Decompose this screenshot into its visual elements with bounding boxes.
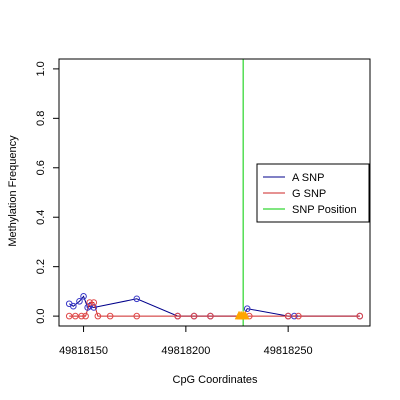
y-axis-label: Methylation Frequency	[7, 135, 19, 247]
x-tick-label: 49818150	[59, 345, 108, 357]
g-snp-point	[106, 312, 114, 320]
y-tick-label: 0.8	[35, 111, 47, 126]
g-snp-point	[94, 312, 102, 320]
a-snp-series-line	[68, 295, 360, 317]
legend-entry-label: SNP Position	[292, 204, 357, 216]
a-snp-point	[133, 295, 141, 303]
a-snp-point	[86, 302, 93, 310]
plot-frame	[58, 58, 371, 327]
axis-layer: 49818150 49818200 49818250 0.0 0.2 0.4 0.6 0.8 1…	[35, 58, 371, 357]
g-snp-point	[207, 312, 214, 320]
g-snp-point	[82, 312, 89, 320]
a-snp-point	[80, 293, 87, 300]
a-snp-point	[90, 304, 98, 311]
g-snp-point	[78, 312, 85, 320]
g-snp-point	[65, 312, 73, 320]
y-tick-label: 0.6	[35, 160, 47, 175]
g-snp-point	[90, 299, 98, 306]
g-snp-series-line	[69, 302, 360, 317]
g-snp-point	[284, 312, 292, 320]
g-snp-point	[295, 312, 302, 320]
a-snp-point	[70, 302, 77, 310]
x-tick-label: 49818250	[264, 345, 313, 357]
y-tick-label: 0.2	[35, 259, 47, 274]
g-snp-point	[190, 312, 198, 320]
g-snp-point	[356, 312, 364, 320]
y-tick-label: 1.0	[35, 61, 47, 76]
plot-layer	[65, 59, 364, 326]
g-snp-point	[174, 312, 181, 320]
legend: A SNP G SNP SNP Position	[256, 163, 370, 223]
g-snp-point	[133, 312, 141, 320]
snp-marker-triangle	[240, 310, 250, 320]
y-tick-label: 0.4	[35, 210, 47, 225]
x-tick-label: 49818200	[161, 345, 210, 357]
y-tick-label: 0.0	[35, 308, 47, 323]
a-snp-point	[290, 312, 298, 320]
g-snp-point	[86, 299, 93, 306]
x-axis-label: CpG Coordinates	[173, 374, 258, 386]
a-snp-point	[243, 305, 251, 312]
g-snp-point	[72, 312, 79, 320]
legend-entry-label: G SNP	[292, 188, 326, 200]
a-snp-point	[76, 297, 83, 305]
legend-entry-label: A SNP	[292, 172, 324, 184]
